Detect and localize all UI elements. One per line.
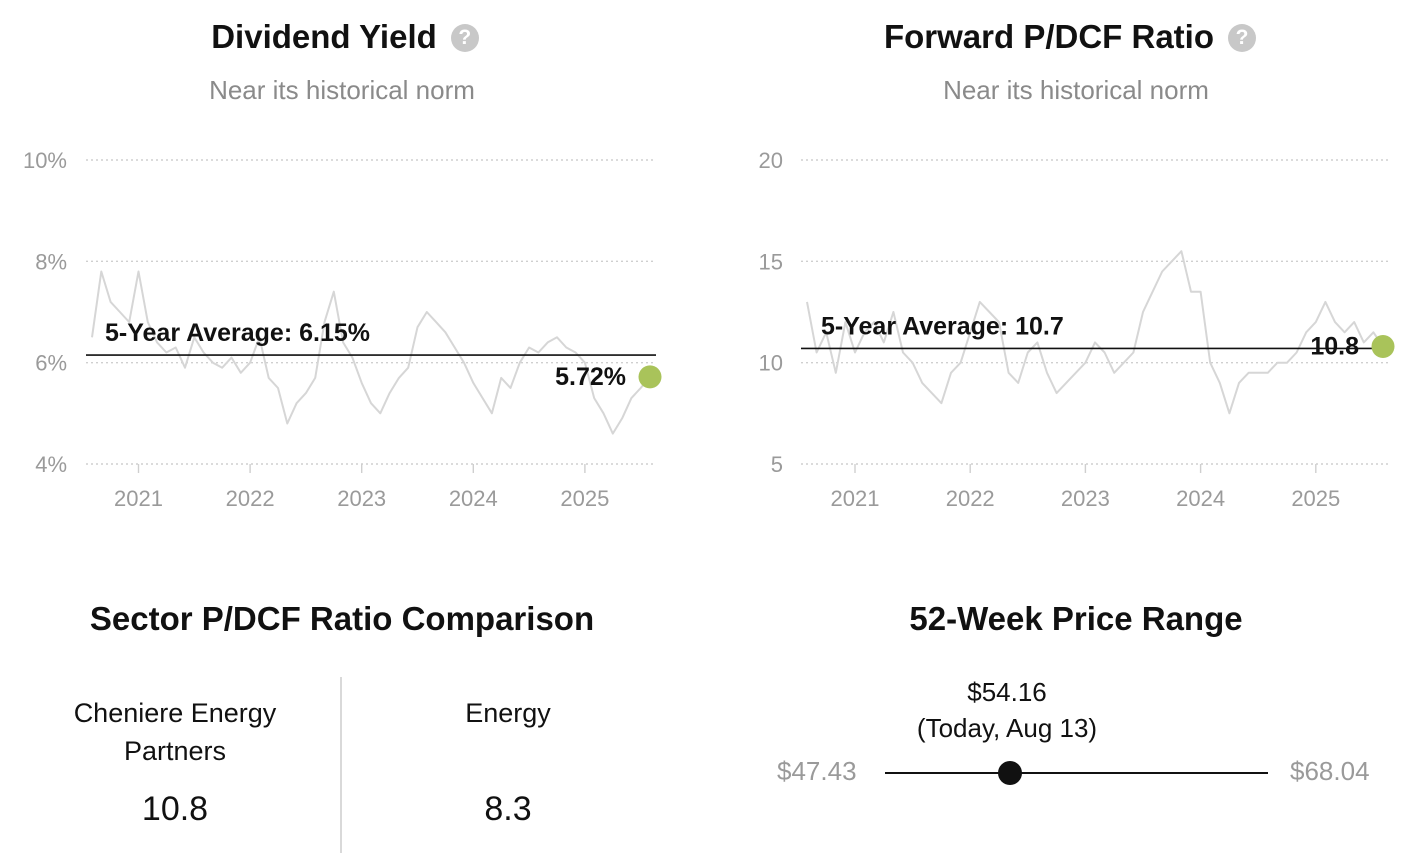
- pdcf-y-tick-label: 10: [759, 351, 783, 376]
- dividend-average-label: 5-Year Average: 6.15%: [105, 319, 370, 347]
- pdcf-title: Forward P/DCF Ratio?: [720, 18, 1418, 56]
- sector-name: Energy: [465, 698, 551, 728]
- dividend-x-tick-label: 2021: [114, 486, 163, 511]
- dividend-y-tick-label: 8%: [35, 249, 67, 274]
- dividend-x-tick-label: 2025: [560, 486, 609, 511]
- dividend-yield-subtitle: Near its historical norm: [209, 75, 475, 105]
- comparison-divider: [340, 677, 342, 853]
- dividend-x-tick-label: 2024: [449, 486, 498, 511]
- pdcf-x-tick-label: 2022: [946, 486, 995, 511]
- sector-value: 8.3: [484, 790, 532, 828]
- pdcf-series-line: [806, 250, 1384, 415]
- dividend-yield-title: Dividend Yield?: [0, 18, 690, 56]
- sector-title: Sector P/DCF Ratio Comparison: [89, 600, 595, 637]
- pdcf-current-label: 10.8: [1310, 332, 1359, 360]
- range-high-label: $68.04: [1290, 756, 1370, 786]
- dividend-x-tick-label: 2023: [337, 486, 386, 511]
- range-low-label: $47.43: [777, 756, 857, 786]
- pdcf-y-tick-label: 20: [759, 148, 783, 173]
- pdcf-subtitle: Near its historical norm: [943, 75, 1209, 105]
- pdcf-y-tick-label: 15: [759, 249, 783, 274]
- dividend-yield-chart: 4% 6% 8% 10% 2021 2022 2023 2024 2025 5-Year Aver…: [23, 148, 662, 511]
- dividend-yield-title-text: Dividend Yield: [211, 18, 437, 55]
- pdcf-average-label: 5-Year Average: 10.7: [821, 312, 1064, 340]
- price-range-title: 52-Week Price Range: [909, 600, 1243, 637]
- question-circle-icon[interactable]: ?: [1228, 24, 1257, 52]
- pdcf-title-text: Forward P/DCF Ratio: [883, 18, 1215, 55]
- dividend-y-tick-label: 6%: [35, 351, 67, 376]
- dividend-x-tick-label: 2022: [226, 486, 275, 511]
- pdcf-current-dot: [1371, 334, 1395, 358]
- dividend-y-tick-label: 4%: [35, 452, 67, 477]
- pdcf-x-tick-label: 2023: [1061, 486, 1110, 511]
- dividend-y-tick-label: 10%: [23, 148, 67, 173]
- dividend-current-dot: [638, 365, 662, 389]
- current-price-marker: [998, 761, 1023, 785]
- pdcf-chart: 5 10 15 20 2021 2022 2023 2024 2025 5-Year Averag…: [759, 148, 1395, 511]
- range-track: [885, 772, 1268, 774]
- pdcf-x-tick-label: 2024: [1176, 486, 1225, 511]
- pdcf-x-tick-label: 2025: [1291, 486, 1340, 511]
- company-value: 10.8: [141, 790, 209, 828]
- dividend-current-label: 5.72%: [555, 363, 626, 391]
- question-circle-icon[interactable]: ?: [450, 24, 479, 52]
- pdcf-x-tick-label: 2021: [831, 486, 880, 511]
- current-price-label: $54.16 (Today, Aug 13): [887, 674, 1127, 746]
- pdcf-y-tick-label: 5: [771, 452, 783, 477]
- dividend-series-line: [91, 270, 651, 435]
- current-price: $54.16: [967, 677, 1047, 707]
- current-price-note: (Today, Aug 13): [916, 713, 1098, 743]
- company-name: Cheniere Energy Partners: [73, 698, 277, 766]
